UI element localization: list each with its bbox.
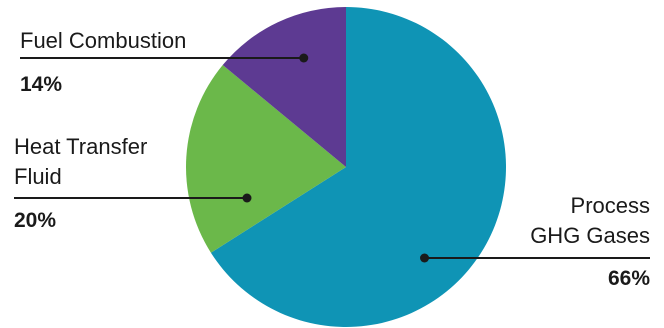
- leader-dot-process-ghg-gases: [420, 253, 430, 263]
- pie-slice-heat-transfer-fluid: [185, 65, 346, 253]
- label-fuel-combustion: Fuel Combustion 14%: [20, 28, 186, 96]
- pie-slice-fuel-combustion: [222, 7, 346, 167]
- pie-slice-process-ghg-gases: [210, 7, 507, 327]
- slice-percent-fuel-combustion: 14%: [20, 73, 62, 96]
- slice-name-process-line-2: GHG Gases: [530, 223, 650, 248]
- label-process-ghg-gases: Process GHG Gases 66%: [530, 193, 650, 290]
- leader-lines: [14, 53, 650, 263]
- leader-dot-fuel-combustion: [299, 53, 309, 63]
- slice-name-heat-transfer-line-1: Heat Transfer: [14, 134, 147, 159]
- slice-name-fuel-combustion-line-1: Fuel Combustion: [20, 28, 186, 53]
- slice-percent-heat-transfer: 20%: [14, 209, 56, 232]
- pie-slices: [185, 7, 507, 327]
- slice-name-heat-transfer-line-2: Fluid: [14, 164, 62, 189]
- slice-name-process-line-1: Process: [571, 193, 650, 218]
- label-heat-transfer-fluid: Heat Transfer Fluid 20%: [14, 134, 147, 232]
- leader-dot-heat-transfer-fluid: [242, 193, 252, 203]
- slice-percent-process: 66%: [608, 267, 650, 290]
